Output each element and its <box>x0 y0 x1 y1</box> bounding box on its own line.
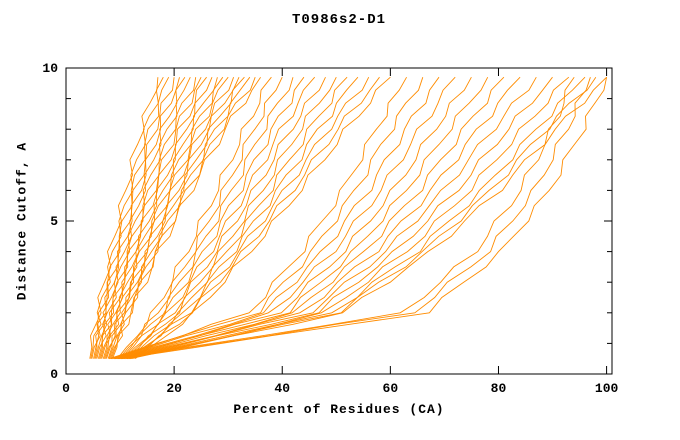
series-line <box>101 77 213 359</box>
series-line <box>118 77 283 359</box>
x-tick-label: 100 <box>595 381 619 396</box>
series-line <box>105 76 229 359</box>
series-line <box>120 76 521 360</box>
series-line <box>122 76 537 360</box>
series-line <box>118 76 505 360</box>
series-line <box>133 76 380 360</box>
series-line <box>121 77 608 360</box>
series-line <box>90 76 164 359</box>
series-line <box>109 76 251 359</box>
series-line <box>112 76 440 360</box>
series-line <box>97 77 197 359</box>
chart-title: T0986s2-D1 <box>291 12 386 28</box>
series-line <box>96 77 191 359</box>
series-line <box>110 77 424 360</box>
series-line <box>91 76 170 359</box>
series-line <box>95 76 186 359</box>
series-line <box>114 76 575 360</box>
x-tick-label: 80 <box>491 381 507 396</box>
x-tick-label: 40 <box>274 381 290 396</box>
series-line <box>123 76 553 360</box>
series-line <box>108 76 245 359</box>
series-line <box>123 76 316 360</box>
series-line <box>128 76 597 360</box>
series-line <box>131 76 370 360</box>
series-line <box>130 76 607 360</box>
y-tick-label: 10 <box>42 61 58 76</box>
x-tick-label: 0 <box>62 381 70 396</box>
series-line <box>113 76 456 360</box>
series-line <box>93 77 175 359</box>
series-line <box>120 77 294 360</box>
series-line <box>109 76 407 360</box>
series-line <box>134 76 391 360</box>
x-tick-label: 20 <box>166 381 182 396</box>
series-line <box>99 76 202 359</box>
series-line <box>94 77 180 359</box>
series-line <box>127 76 586 360</box>
series-line <box>117 77 591 360</box>
series-line <box>125 76 570 360</box>
x-axis-label: Percent of Residues (CA) <box>233 402 445 417</box>
y-axis-label: Distance Cutoff, A <box>14 141 30 301</box>
y-tick-label: 0 <box>50 367 58 382</box>
series-line <box>126 76 337 360</box>
series-line <box>117 76 272 359</box>
series-line <box>115 76 472 360</box>
series-line <box>117 76 489 360</box>
x-tick-label: 60 <box>383 381 399 396</box>
series-line <box>110 77 256 359</box>
y-tick-label: 5 <box>50 214 58 229</box>
series-line <box>125 77 326 360</box>
series-line <box>130 76 359 360</box>
series-line <box>112 76 261 359</box>
